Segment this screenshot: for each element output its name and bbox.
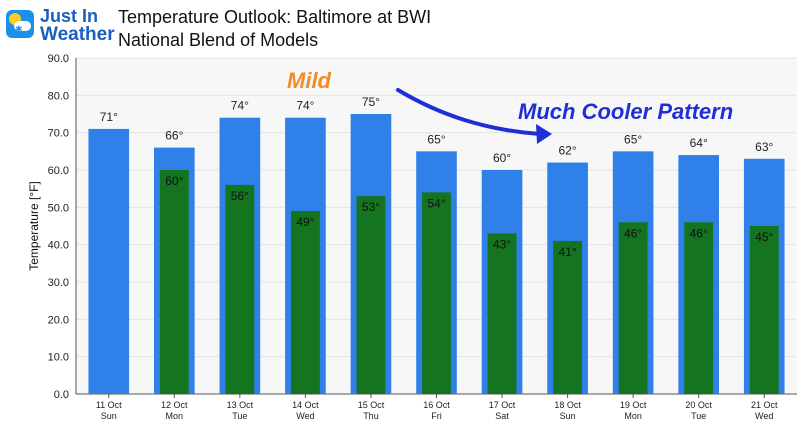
x-tick-day: Tue [691,411,706,421]
y-tick-label: 30.0 [48,277,69,289]
low-temp-bar [487,233,517,394]
x-tick-day: Wed [755,411,773,421]
y-tick-label: 60.0 [48,165,69,177]
low-temp-label: 53° [362,200,380,214]
x-tick-day: Mon [624,411,642,421]
low-temp-bar [225,184,255,394]
low-temp-bar [159,170,189,394]
logo-text-line1: Just In [40,6,99,26]
y-axis-label: Temperature [°F] [27,181,41,271]
x-tick-day: Sun [101,411,117,421]
x-tick-date: 17 Oct [489,400,516,410]
x-tick-date: 15 Oct [358,400,385,410]
trend-arrow-line [396,88,542,136]
x-tick-date: 19 Oct [620,400,647,410]
high-temp-bar [88,128,130,394]
cooler-pattern-annotation: Much Cooler Pattern [518,99,733,124]
low-temp-label: 43° [493,237,511,251]
x-tick-day: Fri [431,411,442,421]
low-temp-label: 41° [559,245,577,259]
high-temp-label: 66° [165,129,183,143]
low-temp-label: 49° [296,215,314,229]
high-temp-label: 74° [296,99,314,113]
low-temp-label: 60° [165,174,183,188]
x-tick-date: 13 Oct [227,400,254,410]
x-tick-day: Mon [166,411,184,421]
y-tick-label: 90.0 [48,53,69,65]
x-tick-day: Tue [232,411,247,421]
high-temp-label: 71° [100,110,118,124]
high-temp-label: 62° [559,144,577,158]
x-tick-date: 16 Oct [423,400,450,410]
logo-text-line2: Weather [40,24,115,45]
x-tick-day: Thu [363,411,379,421]
low-temp-bar [553,240,583,394]
x-tick-date: 18 Oct [554,400,581,410]
x-tick-day: Sat [495,411,509,421]
x-tick-day: Wed [296,411,314,421]
x-tick-day: Sun [560,411,576,421]
y-tick-label: 20.0 [48,314,69,326]
x-tick-date: 11 Oct [96,400,122,410]
mild-annotation: Mild [287,68,332,93]
low-temp-label: 54° [427,196,445,210]
high-temp-label: 60° [493,151,511,165]
high-temp-label: 65° [427,132,445,146]
chart-subtitle: National Blend of Models [118,30,319,50]
low-temp-bar [422,192,451,394]
chart-title: Temperature Outlook: Baltimore at BWI [118,7,432,27]
high-temp-label: 75° [362,95,380,109]
y-tick-label: 70.0 [48,128,69,140]
y-tick-label: 50.0 [48,202,69,214]
high-temp-label: 74° [231,99,249,113]
x-tick-date: 21 Oct [751,400,778,410]
y-tick-label: 40.0 [48,240,69,252]
low-temp-bar [290,211,320,394]
x-tick-date: 14 Oct [292,400,319,410]
low-temp-label: 45° [755,230,773,244]
high-temp-label: 63° [755,140,773,154]
high-temp-label: 64° [690,136,708,150]
y-tick-label: 10.0 [48,352,69,364]
y-tick-label: 80.0 [48,90,69,102]
x-tick-date: 20 Oct [685,400,712,410]
sun-cloud-snowflake-icon: ✱ [6,10,34,38]
y-tick-label: 0.0 [54,389,69,401]
low-temp-bar [684,222,714,394]
arrow-head-icon [536,124,552,144]
low-temp-bar [356,196,386,394]
logo: ✱ Just In Weather [4,4,115,46]
low-temp-label: 46° [690,226,708,240]
high-temp-label: 65° [624,132,642,146]
low-temp-label: 46° [624,226,642,240]
low-temp-bar [618,222,648,394]
low-temp-bar [749,226,779,394]
low-temp-label: 56° [231,189,249,203]
x-tick-date: 12 Oct [161,400,188,410]
